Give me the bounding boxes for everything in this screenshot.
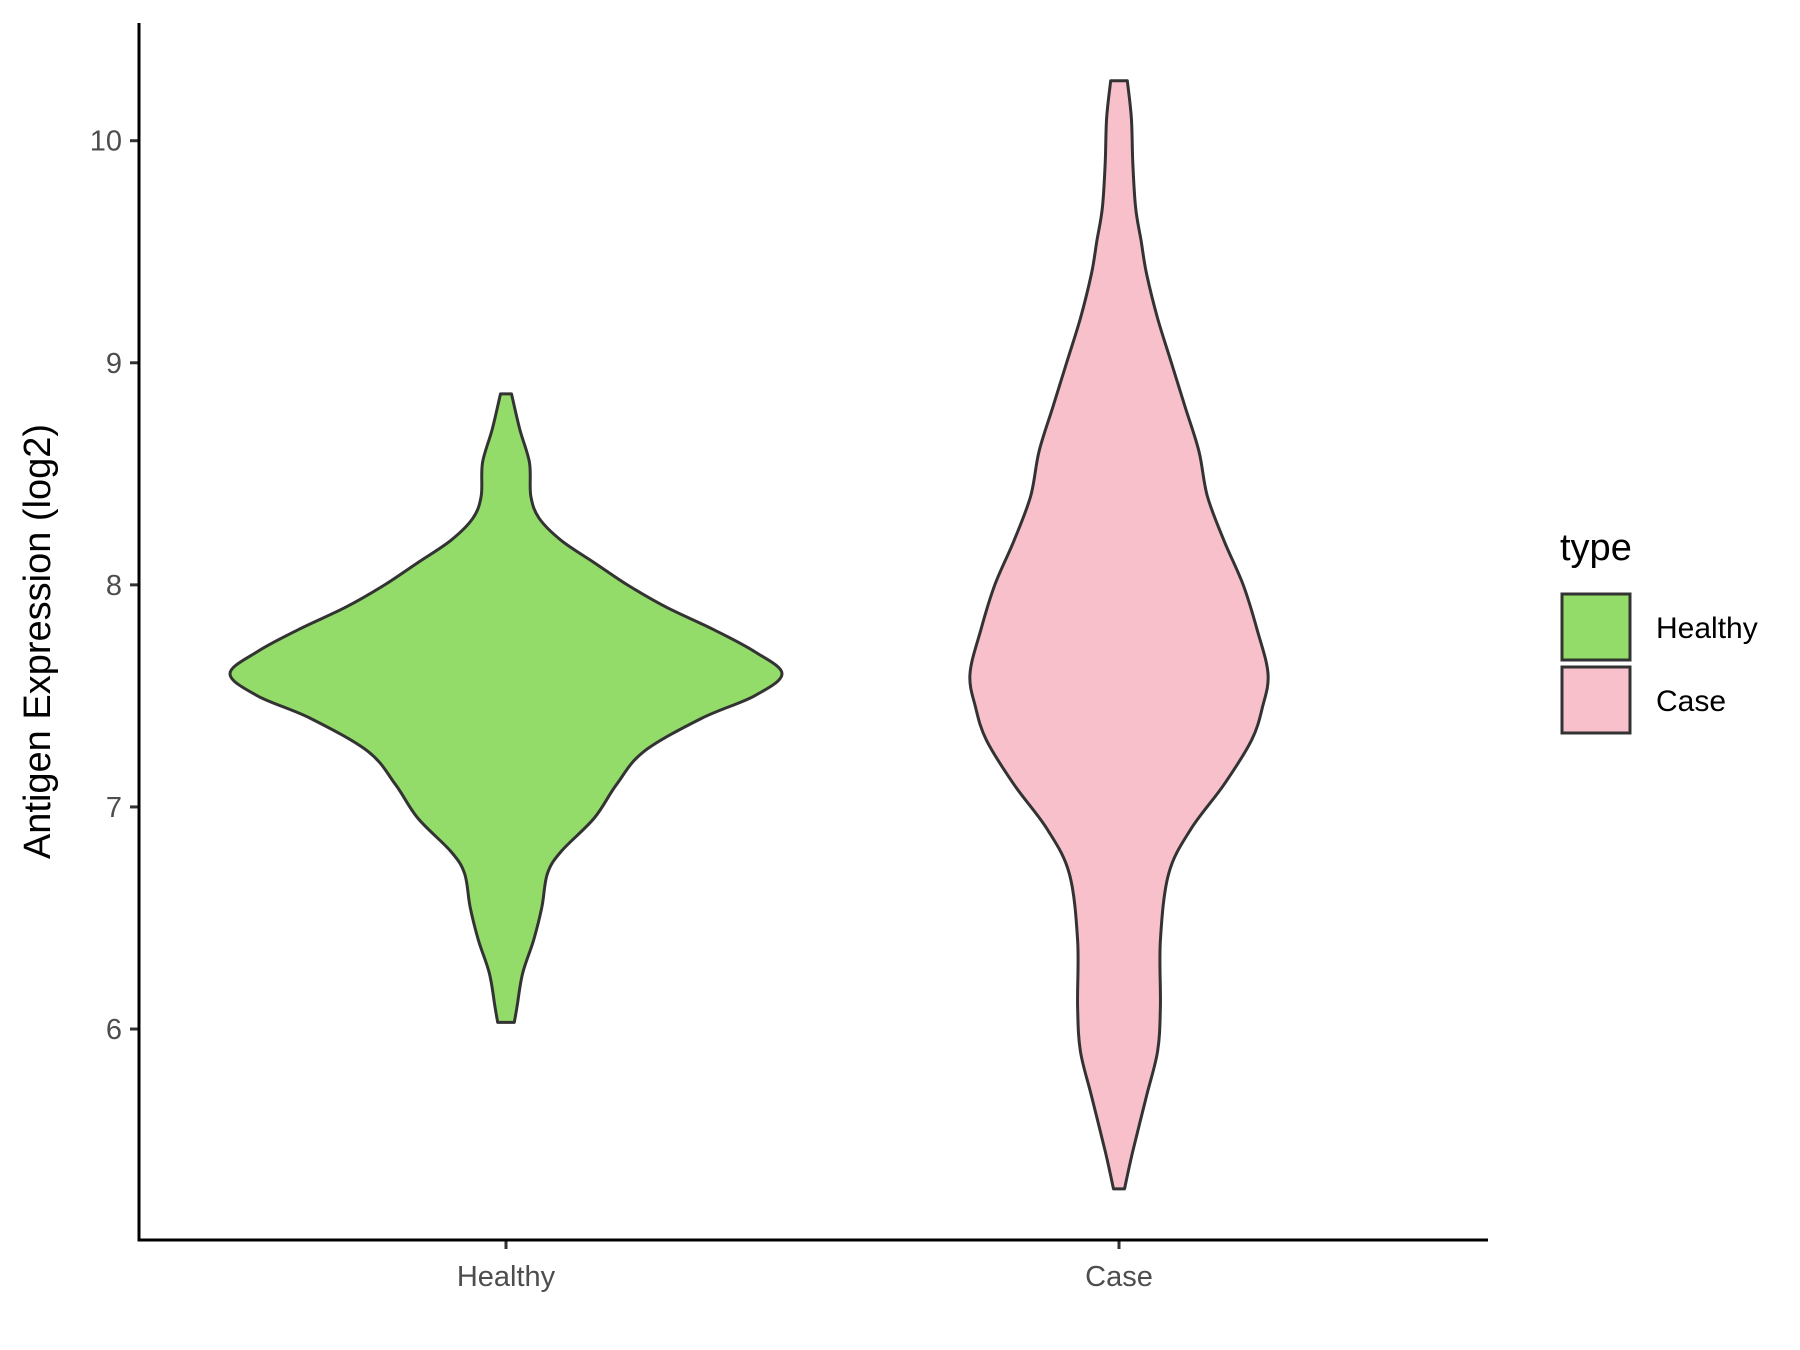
violin-case: [968, 79, 1270, 1191]
x-tick-label: Healthy: [457, 1261, 556, 1293]
y-tick-label: 7: [106, 792, 122, 824]
legend-swatch-case: [1560, 665, 1632, 735]
y-tick-label: 8: [106, 570, 122, 602]
y-tick-label: 9: [106, 348, 122, 380]
x-axis-ticks: Healthy Case: [457, 1240, 1153, 1293]
y-axis-title: Antigen Expression (log2): [17, 424, 59, 859]
y-tick-label: 10: [90, 126, 122, 158]
legend-label-case: Case: [1656, 685, 1726, 718]
plot-area: [228, 79, 1270, 1191]
legend-title: type: [1560, 527, 1632, 569]
y-axis-ticks: 6 7 8 9 10: [90, 126, 139, 1046]
legend: type Healthy Case: [1560, 527, 1758, 735]
legend-items: Healthy Case: [1560, 592, 1758, 735]
violin-healthy: [228, 392, 784, 1024]
legend-swatch-healthy: [1560, 592, 1632, 662]
x-tick-label: Case: [1085, 1261, 1153, 1293]
y-tick-label: 6: [106, 1014, 122, 1046]
legend-label-healthy: Healthy: [1656, 612, 1758, 645]
